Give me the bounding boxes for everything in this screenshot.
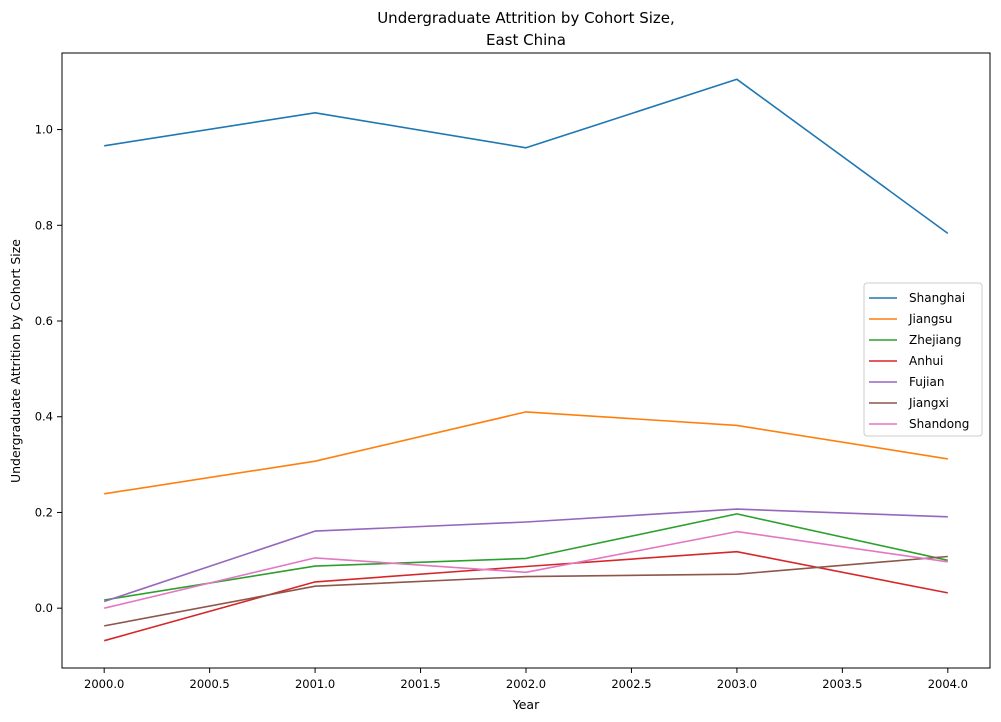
y-tick-label: 0.4 [35, 410, 53, 424]
series-line-shanghai [104, 78, 949, 235]
x-axis-label: Year [512, 697, 540, 712]
chart-title-line-1: Undergraduate Attrition by Cohort Size, [377, 9, 675, 27]
legend-label: Fujian [909, 375, 944, 389]
y-tick-label: 0.6 [35, 314, 53, 328]
x-tick-label: 2001.5 [400, 677, 440, 691]
y-axis-ticks: 0.0 0.2 0.4 0.6 0.8 1.0 [35, 123, 62, 615]
x-tick-label: 2003.5 [822, 677, 862, 691]
y-tick-label: 0.0 [35, 601, 53, 615]
series-lines [103, 78, 949, 642]
x-tick-label: 2004.0 [928, 677, 968, 691]
legend-box [863, 282, 983, 437]
series-line-fujian [103, 508, 948, 603]
x-tick-label: 2000.5 [190, 677, 230, 691]
legend-entries: Shanghai Jiangsu Zhejiang Anhui Fujian Jiangx… [869, 291, 969, 431]
legend-label: Shandong [909, 417, 969, 431]
legend: Shanghai Jiangsu Zhejiang Anhui Fujian Jiangx… [863, 282, 983, 437]
x-tick-label: 2002.5 [611, 677, 651, 691]
y-tick-label: 0.2 [35, 505, 53, 519]
legend-label: Jiangxi [908, 396, 949, 410]
legend-label: Anhui [909, 354, 943, 368]
legend-label: Jiangsu [908, 312, 952, 326]
x-tick-label: 2000.0 [84, 677, 124, 691]
legend-label: Zhejiang [909, 333, 961, 347]
series-line-anhui [103, 550, 948, 642]
x-tick-label: 2003.0 [717, 677, 757, 691]
legend-label: Shanghai [909, 291, 965, 305]
y-tick-label: 1.0 [35, 123, 53, 137]
x-tick-label: 2002.0 [506, 677, 546, 691]
series-line-jiangxi [104, 555, 948, 627]
chart-title-line-2: East China [486, 31, 566, 49]
plot-area-frame [61, 52, 991, 669]
series-line-jiangsu [104, 411, 948, 495]
x-axis-ticks: 2000.0 2000.5 2001.0 2001.5 2002.0 2002.5 2003… [84, 668, 968, 691]
x-tick-label: 2001.0 [295, 677, 335, 691]
series-line-shandong [104, 530, 948, 609]
y-tick-label: 0.8 [35, 218, 53, 232]
series-line-zhejiang [104, 513, 948, 601]
y-axis-label: Undergraduate Attrition by Cohort Size [8, 239, 23, 483]
